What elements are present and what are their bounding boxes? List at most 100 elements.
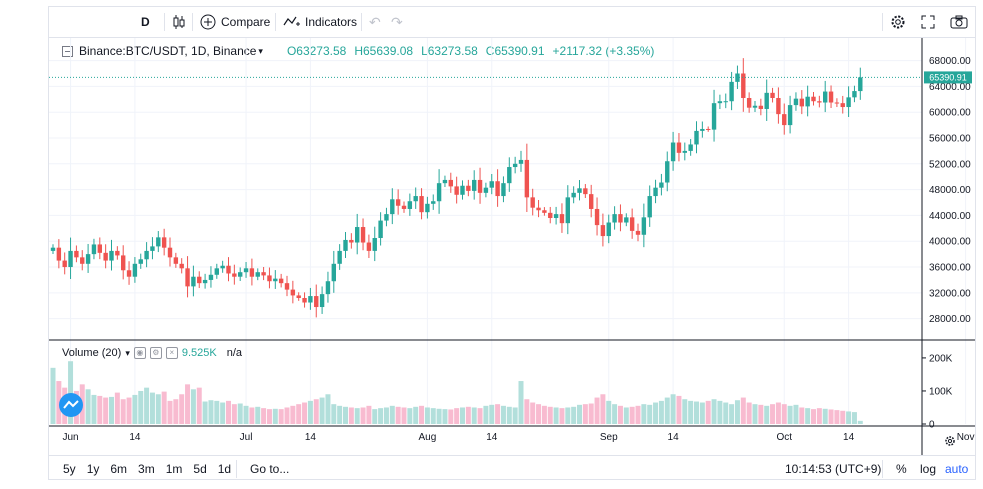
range-button-6m[interactable]: 6m — [110, 461, 128, 476]
candle-body — [454, 186, 459, 195]
volume-bar — [658, 400, 664, 424]
range-button-1d[interactable]: 1d — [217, 461, 232, 476]
range-button-1y[interactable]: 1y — [86, 461, 100, 476]
volume-bar — [395, 406, 401, 424]
candle-body — [384, 214, 389, 221]
volume-bar — [278, 409, 284, 424]
volume-bar — [600, 394, 606, 424]
snapshot-button[interactable] — [950, 7, 968, 37]
candle-body — [126, 270, 132, 277]
ohlc-values: O63273.58 H65639.08 L63273.58 C65390.91 +211… — [287, 44, 662, 58]
volume-bar — [612, 404, 618, 424]
volume-bar — [828, 409, 834, 424]
settings-button[interactable] — [890, 7, 906, 37]
volume-value: 9.525K — [181, 347, 217, 359]
range-button-5y[interactable]: 5y — [63, 461, 76, 476]
volume-bar — [547, 406, 553, 424]
volume-bar — [109, 396, 114, 424]
volume-bar — [629, 406, 635, 424]
axis-settings-button[interactable] — [945, 436, 955, 446]
candle-body — [583, 188, 588, 195]
volume-bar — [290, 405, 296, 424]
volume-bar — [149, 392, 155, 424]
volume-title[interactable]: Volume (20) — [62, 347, 122, 359]
settings-icon[interactable]: ⚙ — [149, 347, 162, 359]
candle-body — [565, 197, 570, 224]
compare-button[interactable]: Compare — [200, 7, 270, 37]
volume-bar — [840, 410, 846, 424]
volume-bar — [319, 397, 325, 424]
volume-bar — [787, 405, 793, 424]
time-axis[interactable]: Jun14Jul14Aug14Sep14Oct14Nov14 — [62, 432, 975, 443]
candle-body — [226, 265, 231, 274]
price-axis[interactable]: 68000.00 64000.00 60000.00 56000.00 52000.00… — [929, 56, 971, 325]
candle-body — [56, 247, 62, 261]
volume-legend: Volume (20) ▾ ◉ ⚙ × 9.525K n/a — [62, 347, 242, 359]
candle-body — [360, 227, 366, 243]
candle-body — [612, 214, 617, 223]
volume-bar — [307, 400, 313, 424]
volume-bar — [202, 401, 208, 424]
volume-bar — [582, 404, 588, 424]
candle-body — [483, 187, 489, 193]
chart-type-button[interactable] — [171, 7, 187, 37]
volume-axis[interactable]: 200K 100K 0 — [922, 353, 953, 431]
volume-bars — [50, 361, 863, 424]
candle-body — [559, 214, 565, 224]
percent-toggle[interactable]: % — [896, 456, 907, 481]
volume-bar — [190, 389, 196, 424]
price-chart[interactable]: 68000.00 64000.00 60000.00 56000.00 52000.00… — [49, 38, 975, 455]
candle-body — [296, 295, 301, 298]
candle-body — [319, 294, 325, 308]
clock[interactable]: 10:14:53 (UTC+9) — [785, 456, 881, 481]
candle-body — [472, 179, 477, 191]
log-toggle[interactable]: log — [920, 456, 936, 481]
volume-bar — [155, 394, 161, 424]
candle-body — [700, 128, 705, 131]
symbol-dropdown-icon[interactable]: ▾ — [258, 45, 263, 56]
fullscreen-icon — [921, 15, 935, 29]
volume-bar — [506, 406, 512, 424]
auto-toggle[interactable]: auto — [945, 456, 968, 481]
interval-label: D — [141, 15, 150, 29]
candle-body — [782, 114, 787, 126]
compare-label: Compare — [221, 15, 271, 29]
candle-body — [647, 196, 652, 218]
candle-body — [589, 194, 594, 209]
price-tick-label: 44000.00 — [929, 211, 971, 222]
goto-button[interactable]: Go to... — [250, 456, 289, 481]
range-button-3m[interactable]: 3m — [138, 461, 155, 476]
range-button-1m[interactable]: 1m — [165, 461, 183, 476]
redo-button[interactable]: ↷ — [391, 7, 403, 37]
eye-icon[interactable]: ◉ — [133, 347, 146, 359]
volume-dropdown-icon[interactable]: ▾ — [125, 347, 130, 358]
candle-body — [68, 250, 73, 268]
candle-body — [752, 105, 758, 108]
candle-body — [741, 73, 746, 98]
volume-bar — [132, 394, 138, 424]
camera-icon — [950, 15, 968, 29]
indicators-button[interactable]: Indicators — [283, 7, 357, 37]
candle-body — [378, 220, 383, 238]
volume-bar — [851, 412, 857, 424]
volume-bar — [214, 400, 220, 424]
collapse-legend-icon[interactable] — [62, 45, 73, 57]
change-value: +2117.32 (+3.35%) — [552, 44, 655, 58]
high-value: H65639.08 — [354, 44, 414, 58]
volume-bar — [617, 405, 623, 424]
volume-bar — [553, 407, 559, 424]
range-button-5d[interactable]: 5d — [193, 461, 207, 476]
fullscreen-button[interactable] — [920, 7, 936, 37]
symbol-title[interactable]: Binance:BTC/USDT, 1D, Binance — [79, 44, 257, 58]
candle-body — [746, 98, 752, 108]
undo-button[interactable]: ↶ — [369, 7, 381, 37]
candle-body — [425, 203, 430, 213]
candle-body — [670, 142, 676, 162]
candle-body — [682, 150, 687, 153]
close-icon[interactable]: × — [165, 347, 178, 359]
candles — [50, 58, 863, 318]
interval-button[interactable]: D — [141, 7, 150, 37]
indicators-label: Indicators — [305, 15, 358, 29]
candle-body — [536, 207, 541, 211]
candle-body — [138, 259, 143, 264]
